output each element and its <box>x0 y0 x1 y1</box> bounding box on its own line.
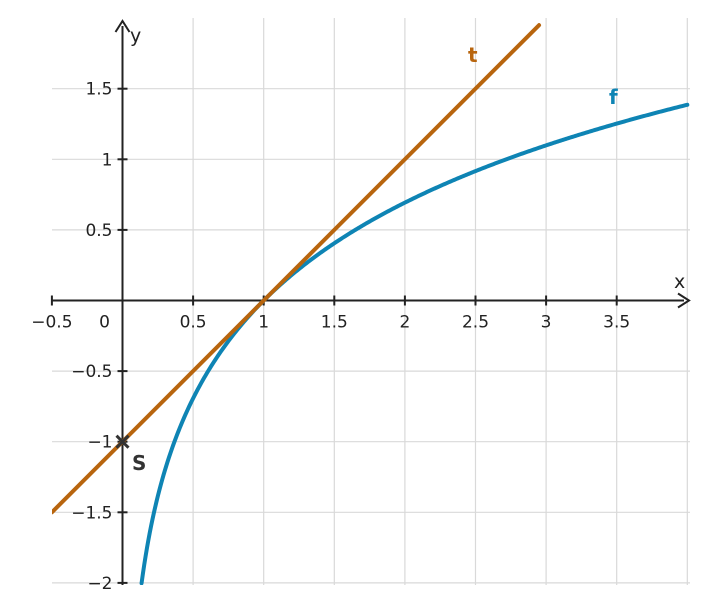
y-axis-arrow-icon <box>114 19 131 33</box>
x-tick-label: −0.5 <box>31 313 72 333</box>
x-tick-label: 2.5 <box>462 313 489 333</box>
series-line-f <box>139 102 690 585</box>
y-tick-label: −1.5 <box>71 503 112 523</box>
x-tick-label: 3.5 <box>603 313 630 333</box>
axes <box>50 19 691 585</box>
y-tick-label: 1 <box>102 150 113 170</box>
y-tick-label: 0.5 <box>85 221 112 241</box>
y-axis-label: y <box>130 25 141 47</box>
series-label-f: f <box>609 85 618 109</box>
y-tick-label: 1.5 <box>85 80 112 100</box>
x-axis-arrow-icon <box>677 292 691 309</box>
y-tick-label: −2 <box>87 574 112 594</box>
y-tick-label: −0.5 <box>71 362 112 382</box>
x-tick-label: 1 <box>258 313 269 333</box>
x-axis-label: x <box>674 271 685 293</box>
series-label-t: t <box>468 43 478 67</box>
point-layer <box>115 434 130 449</box>
point-label-s: S <box>132 451 146 475</box>
x-tick-label: 0 <box>99 313 110 333</box>
y-tick-label: −1 <box>87 433 112 453</box>
series-line-t <box>52 23 542 515</box>
x-tick-label: 3 <box>541 313 552 333</box>
series-layer <box>52 23 690 585</box>
x-tick-label: 2 <box>399 313 410 333</box>
point-marker-s <box>115 434 130 449</box>
x-tick-label: 1.5 <box>321 313 348 333</box>
tick-labels: −0.5 0 0.5 1 1.5 2 2.5 3 3.5 1.5 1 0.5 −0.5 −1 −1.5 −2 <box>31 80 630 594</box>
x-tick-label: 0.5 <box>180 313 207 333</box>
